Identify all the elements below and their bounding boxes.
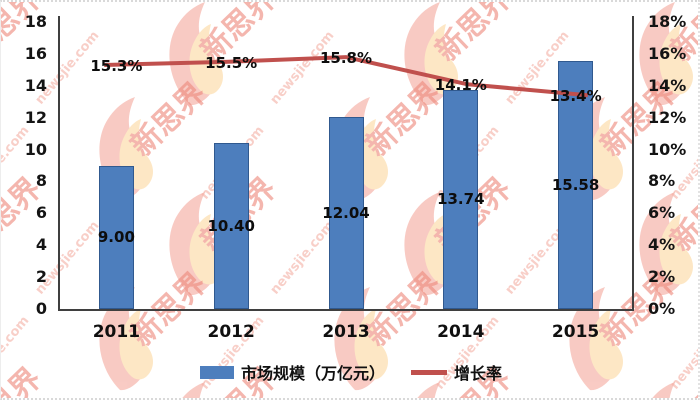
y-axis-tick-left: 18 [24, 12, 47, 31]
growth-rate-line [104, 55, 588, 98]
y-axis-tick-right: 10% [648, 139, 687, 159]
bar [558, 60, 594, 309]
y-axis-tick-left: 2 [35, 267, 47, 287]
growth-point-label: 15.5% [205, 53, 258, 72]
legend-item-market-size: 市场规模（万亿元） [199, 360, 385, 384]
bar-value-label: 12.04 [322, 204, 370, 222]
bar [213, 143, 249, 309]
bar-value-label: 15.58 [551, 175, 600, 194]
bar [443, 89, 479, 309]
x-axis-label: 2015 [551, 322, 600, 342]
y-axis-tick-left: 10 [24, 139, 47, 159]
bar-series-swatch [199, 365, 234, 379]
bar [328, 117, 364, 309]
y-axis-tick-left: 6 [35, 203, 47, 223]
y-axis-left-line [58, 16, 60, 309]
x-axis-label: 2011 [92, 322, 141, 342]
y-axis-tick-right: 12% [648, 107, 687, 127]
y-axis-tick-right: 16% [648, 43, 687, 63]
y-axis-tick-left: 0 [35, 299, 47, 318]
line-series-swatch [411, 369, 447, 375]
y-axis-tick-left: 12 [24, 107, 47, 127]
growth-point-label: 15.8% [319, 49, 373, 68]
bar-value-label: 13.74 [437, 190, 485, 209]
legend-label-market-size: 市场规模（万亿元） [240, 364, 385, 383]
y-axis-tick-left: 4 [35, 235, 47, 255]
y-axis-right-line [632, 16, 634, 309]
x-axis-line [58, 309, 634, 311]
y-axis-tick-right: 14% [648, 75, 687, 95]
y-axis-tick-left: 16 [24, 43, 47, 63]
y-axis-tick-left: 8 [35, 171, 47, 191]
legend-label-growth-rate: 增长率 [454, 364, 503, 383]
legend-item-growth-rate: 增长率 [411, 360, 502, 384]
y-axis-tick-right: 2% [648, 267, 676, 287]
y-axis-tick-right: 0% [648, 299, 676, 318]
y-axis-tick-right: 18% [648, 12, 687, 31]
y-axis-tick-right: 4% [648, 235, 676, 255]
bar-value-label: 9.00 [97, 228, 135, 247]
x-axis-label: 2013 [322, 322, 370, 342]
growth-point-label: 13.4% [549, 87, 602, 106]
growth-point-label: 14.1% [434, 76, 487, 95]
growth-point-label: 15.3% [90, 57, 143, 76]
legend: 市场规模（万亿元） 增长率 [1, 360, 698, 384]
bar-value-label: 10.40 [207, 217, 255, 236]
x-axis-label: 2014 [437, 322, 485, 342]
bar [98, 165, 134, 309]
y-axis-tick-right: 8% [648, 171, 676, 191]
y-axis-tick-right: 6% [648, 203, 676, 223]
x-axis-label: 2012 [207, 322, 255, 342]
y-axis-tick-left: 14 [24, 75, 47, 95]
